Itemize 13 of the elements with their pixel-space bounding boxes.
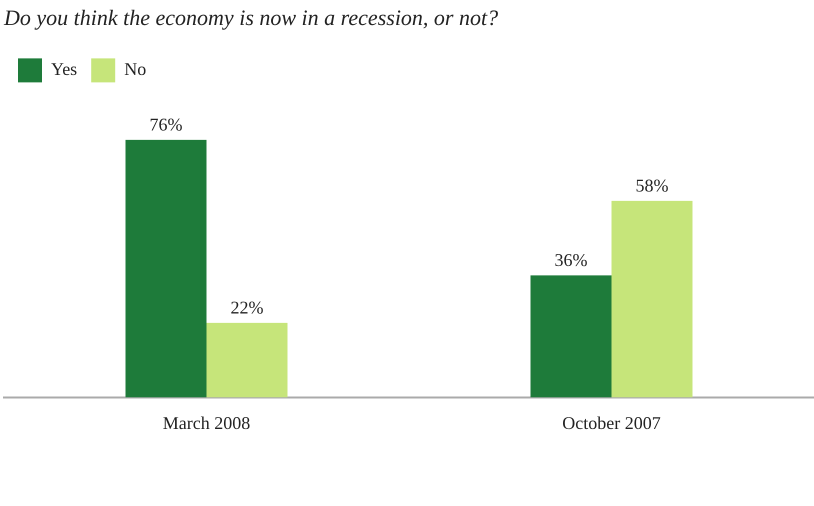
x-tick-label: March 2008 <box>162 412 250 433</box>
bar <box>126 140 206 398</box>
bar <box>206 322 288 398</box>
data-label: 76% <box>150 114 182 135</box>
bar <box>612 200 692 398</box>
bar <box>530 275 612 398</box>
data-label: 58% <box>636 176 668 196</box>
chart-title: Do you think the economy is now in a recession, or not? <box>3 4 498 30</box>
legend-label: Yes <box>51 59 78 80</box>
data-label: 36% <box>554 250 588 270</box>
x-tick-label: October 2007 <box>562 412 661 433</box>
data-label: 22% <box>230 298 264 318</box>
legend-label: No <box>124 59 146 80</box>
